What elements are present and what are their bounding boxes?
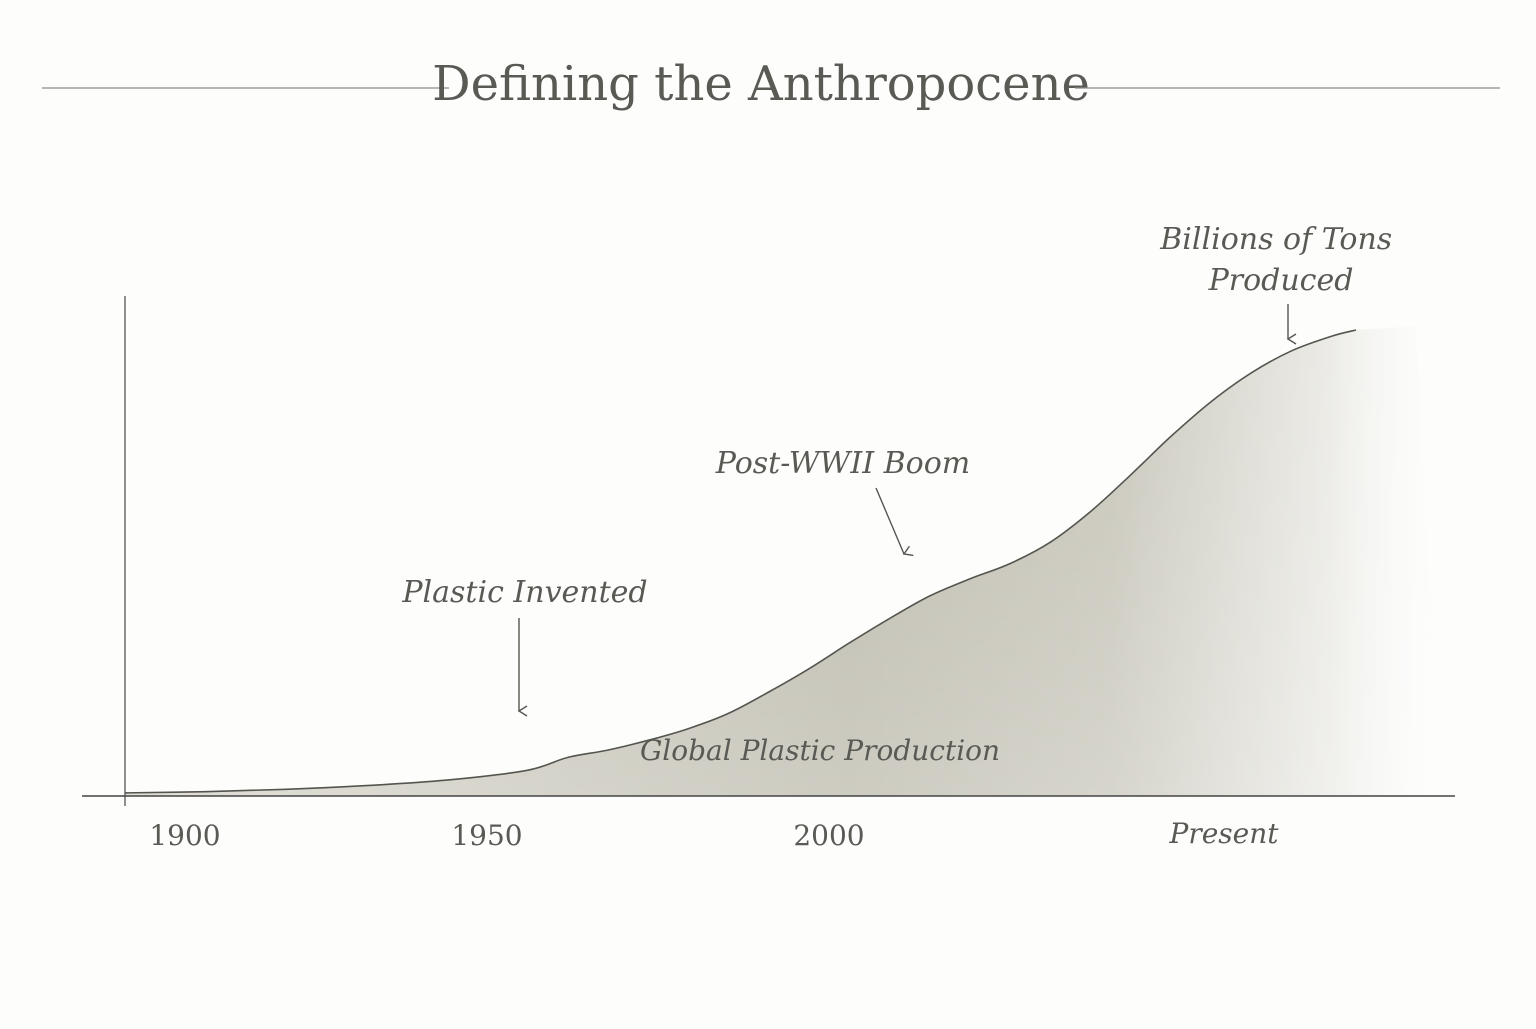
series-line-global-plastic-production <box>124 329 1357 794</box>
y-tick-group <box>126 530 216 723</box>
x-tick-label: Present <box>1168 817 1279 850</box>
x-tick-label-group: 1900 1950 2000 Present <box>149 817 1279 852</box>
x-tick-label: 2000 <box>793 819 864 852</box>
annotation-post-wwii-boom: Post-WWII Boom <box>715 446 971 481</box>
annotation-arrow-post-wwii-boom <box>875 487 914 557</box>
annotation-billions-of-tons: Billions of Tons Produced <box>1159 222 1401 298</box>
area-right-fade <box>1330 300 1480 795</box>
annotation-billions-of-tons-line2: Produced <box>1208 263 1354 298</box>
x-tick-label: 1950 <box>451 819 522 852</box>
series-area-shade <box>125 326 1440 796</box>
x-tick-label: 1900 <box>149 819 220 852</box>
annotation-plastic-invented: Plastic Invented <box>401 575 647 610</box>
area-label: Global Plastic Production <box>640 734 1000 767</box>
annotation-billions-of-tons-line1: Billions of Tons <box>1159 222 1392 257</box>
chart-title: Defining the Anthropocene <box>432 56 1090 112</box>
